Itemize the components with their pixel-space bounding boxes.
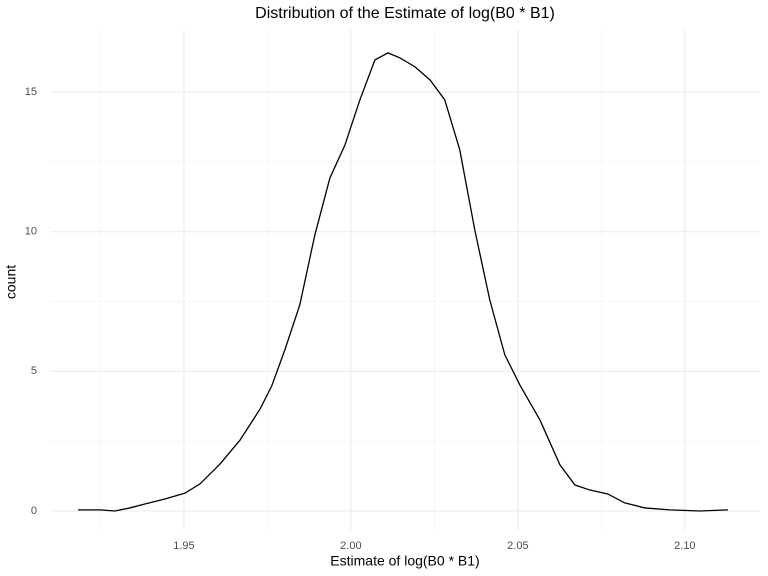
y-tick-label: 10 — [25, 226, 37, 238]
chart-title: Distribution of the Estimate of log(B0 *… — [255, 5, 555, 22]
y-tick-label: 15 — [25, 86, 37, 98]
x-tick-label: 2.05 — [507, 540, 528, 552]
x-tick-label: 1.95 — [173, 540, 194, 552]
grid — [50, 30, 760, 530]
y-axis-label: count — [3, 265, 19, 299]
x-tick-label: 2.10 — [674, 540, 695, 552]
x-axis-label: Estimate of log(B0 * B1) — [330, 553, 479, 569]
density-line — [78, 52, 728, 512]
x-tick-label: 2.00 — [340, 540, 361, 552]
y-tick-label: 5 — [31, 365, 37, 377]
marks — [78, 52, 728, 512]
y-tick-label: 0 — [31, 505, 37, 517]
